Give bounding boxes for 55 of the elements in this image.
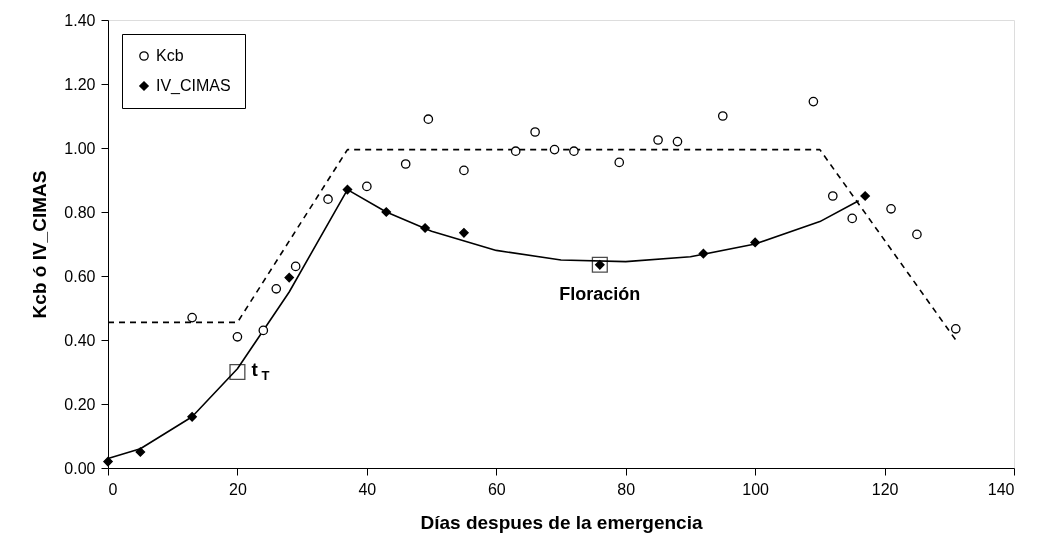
legend-label: IV_CIMAS [156,77,231,95]
point [271,283,282,294]
point [400,159,411,169]
point [860,191,870,201]
x-tick-label: 60 [487,480,506,498]
x-axis-title: Días despues de la emergencia [420,511,703,533]
y-tick-label: 0.80 [64,203,96,221]
point [653,135,663,145]
point [381,207,392,217]
point [187,312,197,323]
point [750,237,760,248]
y-tick-label: 0.20 [64,395,96,413]
point [420,223,430,233]
point [847,213,858,224]
y-axis-title: Kcb ó IV_CIMAS [29,170,51,319]
point [135,447,146,457]
point [808,96,819,107]
point [284,272,295,283]
point [886,203,896,214]
point [258,325,269,336]
point [510,146,521,157]
x-tick-label: 40 [358,480,377,498]
point [614,157,625,168]
point [912,229,922,240]
point [232,331,243,342]
point [362,181,372,192]
point [459,227,469,238]
x-tick-label: 100 [742,480,770,498]
y-tick-label: 1.20 [64,75,96,93]
point [672,136,683,147]
point [290,261,301,272]
point [950,323,961,334]
point [323,194,333,205]
point [569,146,579,157]
point [342,184,353,195]
x-tick-label: 140 [987,480,1015,498]
x-tick-label: 80 [617,480,636,498]
y-tick-label: 0.60 [64,267,96,285]
point [549,144,560,155]
y-tick-label: 1.00 [64,139,96,157]
point [698,248,709,259]
legend-label: Kcb [156,47,184,64]
point [717,111,728,121]
point [459,165,469,176]
y-tick-label: 0.40 [64,331,96,349]
point [827,191,838,201]
x-tick-label: 20 [229,480,247,498]
y-tick-label: 0.00 [64,459,96,477]
point [423,114,434,125]
x-tick-label: 120 [871,480,899,498]
y-tick-label: 1.40 [64,11,96,29]
point [530,127,540,137]
annotation: Floración [559,283,641,304]
point [187,411,197,422]
x-tick-label: 0 [108,480,118,498]
